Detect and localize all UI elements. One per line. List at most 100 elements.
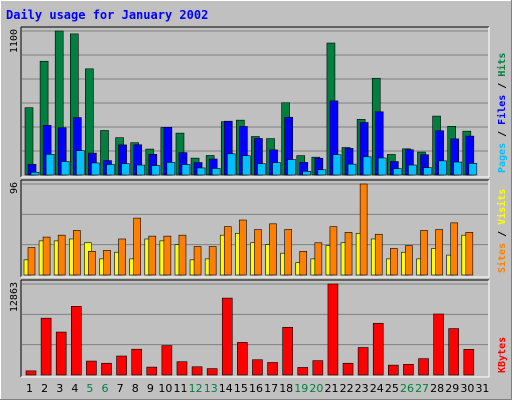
bar-sites-day-4 bbox=[72, 230, 81, 276]
x-tick-label: 20 bbox=[309, 382, 323, 395]
bar-pages-day-15 bbox=[242, 155, 251, 176]
bar-pages-day-25 bbox=[393, 168, 402, 176]
bar-kbytes-day-7 bbox=[116, 355, 127, 376]
bar-kbytes-day-1 bbox=[25, 370, 37, 376]
bar-pages-day-22 bbox=[347, 163, 357, 176]
bar-kbytes-day-15 bbox=[237, 342, 248, 376]
bar-pages-day-27 bbox=[423, 167, 432, 176]
x-tick-label: 9 bbox=[147, 382, 154, 395]
x-tick-label: 31 bbox=[475, 382, 489, 395]
x-tick-label: 6 bbox=[102, 382, 109, 395]
x-tick-label: 13 bbox=[204, 382, 218, 395]
bar-kbytes-day-30 bbox=[463, 349, 475, 376]
x-tick-label: 22 bbox=[340, 382, 354, 395]
bar-sites-day-25 bbox=[390, 248, 398, 276]
x-tick-label: 19 bbox=[294, 382, 308, 395]
bar-sites-day-21 bbox=[329, 226, 338, 276]
y-axis-label: KBytes bbox=[497, 337, 508, 373]
x-tick-label: 15 bbox=[234, 382, 248, 395]
bar-sites-day-11 bbox=[178, 234, 187, 276]
x-tick-label: 12 bbox=[189, 382, 203, 395]
x-tick-label: 18 bbox=[279, 382, 293, 395]
bar-sites-day-9 bbox=[148, 235, 157, 276]
legend-separator: / bbox=[497, 125, 508, 143]
bar-sites-day-6 bbox=[103, 250, 111, 276]
bar-pages-day-4 bbox=[75, 150, 85, 176]
x-tick-label: 2 bbox=[41, 382, 48, 395]
bar-sites-day-19 bbox=[299, 251, 308, 276]
bar-sites-day-29 bbox=[450, 222, 459, 276]
x-tick-label: 11 bbox=[174, 382, 188, 395]
bar-pages-day-29 bbox=[453, 161, 463, 176]
bar-sites-day-30 bbox=[465, 232, 474, 276]
bar-kbytes-day-25 bbox=[388, 364, 399, 376]
bar-pages-day-17 bbox=[272, 162, 281, 176]
bar-kbytes-day-18 bbox=[282, 326, 293, 376]
bar-sites-day-2 bbox=[42, 236, 51, 276]
bar-kbytes-day-20 bbox=[312, 360, 324, 376]
legend-pages: Pages bbox=[497, 143, 508, 173]
bar-pages-day-21 bbox=[332, 154, 342, 176]
bar-pages-day-5 bbox=[91, 162, 100, 176]
y-max-label: 1100 bbox=[9, 29, 20, 53]
x-tick-label: 17 bbox=[264, 382, 278, 395]
bar-sites-day-26 bbox=[405, 245, 413, 276]
bar-sites-day-17 bbox=[269, 223, 277, 276]
bar-sites-day-24 bbox=[374, 233, 383, 276]
bar-kbytes-day-22 bbox=[342, 362, 354, 376]
bar-kbytes-day-19 bbox=[297, 367, 309, 376]
bar-sites-day-23 bbox=[359, 183, 368, 276]
legend-hits: Hits bbox=[496, 53, 508, 77]
x-tick-label: 8 bbox=[132, 382, 139, 395]
bar-sites-day-3 bbox=[57, 234, 66, 276]
bar-kbytes-day-2 bbox=[40, 317, 52, 376]
bar-kbytes-day-3 bbox=[55, 331, 67, 376]
x-tick-label: 14 bbox=[219, 382, 233, 395]
y-max-label: 96 bbox=[9, 182, 20, 194]
bar-pages-day-18 bbox=[287, 159, 296, 176]
legend-separator: / bbox=[497, 225, 508, 243]
x-tick-label: 1 bbox=[26, 382, 33, 395]
bar-kbytes-day-14 bbox=[221, 297, 233, 376]
bar-sites-day-12 bbox=[193, 246, 202, 276]
bar-pages-day-23 bbox=[362, 156, 372, 176]
bar-kbytes-day-23 bbox=[357, 347, 369, 376]
x-tick-label: 5 bbox=[86, 382, 93, 395]
bar-pages-day-30 bbox=[468, 163, 478, 176]
bar-pages-day-13 bbox=[211, 168, 221, 176]
bar-kbytes-day-26 bbox=[403, 364, 414, 376]
bar-pages-day-8 bbox=[136, 164, 145, 176]
x-tick-label: 3 bbox=[56, 382, 63, 395]
legend-kbytes: KBytes bbox=[497, 337, 508, 373]
bar-pages-day-1 bbox=[30, 171, 40, 176]
bar-pages-day-19 bbox=[302, 171, 312, 176]
bar-pages-day-3 bbox=[60, 161, 70, 176]
x-tick-label: 7 bbox=[117, 382, 124, 395]
x-tick-label: 25 bbox=[385, 382, 399, 395]
bar-kbytes-day-13 bbox=[206, 368, 218, 376]
bar-kbytes-day-24 bbox=[372, 322, 384, 376]
bar-sites-day-18 bbox=[284, 229, 292, 276]
bar-sites-day-13 bbox=[208, 246, 217, 276]
x-tick-label: 26 bbox=[400, 382, 414, 395]
bar-kbytes-day-5 bbox=[86, 360, 97, 376]
x-tick-label: 30 bbox=[460, 382, 474, 395]
bar-sites-day-1 bbox=[27, 247, 36, 276]
bar-pages-day-10 bbox=[166, 162, 176, 176]
y-axis-label: Pages / Files / Hits bbox=[496, 53, 508, 173]
x-tick-label: 4 bbox=[71, 382, 78, 395]
y-max-label: 12863 bbox=[9, 282, 20, 312]
bar-kbytes-day-21 bbox=[327, 283, 339, 376]
legend-separator: / bbox=[497, 77, 508, 95]
legend-sites: Sites bbox=[496, 243, 508, 273]
bar-kbytes-day-17 bbox=[267, 362, 278, 376]
bar-pages-day-28 bbox=[438, 160, 447, 176]
x-tick-label: 10 bbox=[158, 382, 172, 395]
x-tick-label: 16 bbox=[249, 382, 263, 395]
bar-sites-day-16 bbox=[254, 229, 262, 276]
bar-kbytes-day-29 bbox=[448, 328, 460, 376]
bar-pages-day-9 bbox=[151, 165, 161, 176]
bar-sites-day-27 bbox=[420, 230, 428, 276]
